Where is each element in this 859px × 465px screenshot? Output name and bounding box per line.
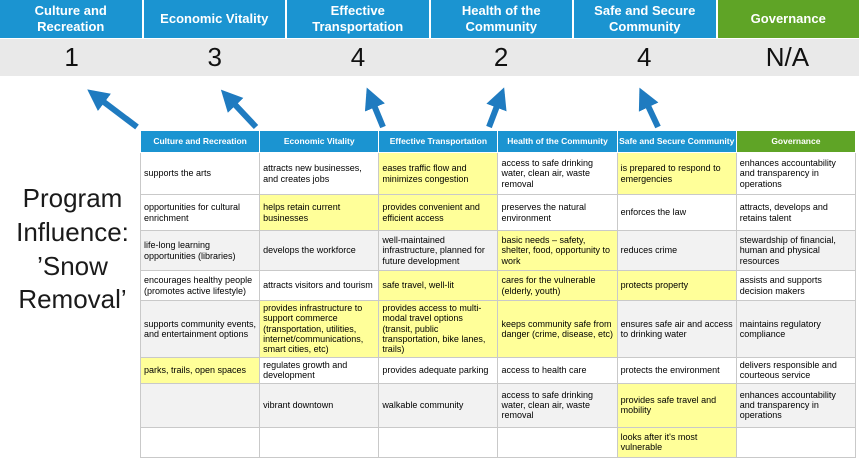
matrix-cell-highlighted: provides infrastructure to support comme… bbox=[259, 300, 380, 358]
matrix-cell: attracts new businesses, and creates job… bbox=[259, 152, 380, 195]
pillar-header-governance: Governance bbox=[717, 0, 859, 38]
arrow-economic-vitality bbox=[220, 89, 259, 130]
matrix-cell: ensures safe air and access to drinking … bbox=[616, 300, 737, 358]
matrix-cell: provides adequate parking bbox=[378, 356, 499, 384]
matrix-cell: access to safe drinking water, clean air… bbox=[497, 152, 618, 195]
arrow-effective-transportation bbox=[364, 87, 386, 129]
matrix-row-8: looks after it's most vulnerable bbox=[139, 426, 857, 458]
arrow-culture-and-recreation bbox=[87, 89, 139, 130]
pillar-header-effective-transportation: Effective Transportation bbox=[287, 0, 431, 38]
pillar-score-culture-and-recreation: 1 bbox=[64, 42, 79, 72]
matrix-cell-highlighted: provides safe travel and mobility bbox=[616, 382, 737, 428]
pillar-header-culture-and-recreation: Culture and Recreation bbox=[0, 0, 144, 38]
program-influence-label: Program Influence: ’Snow Removal’ bbox=[16, 183, 129, 315]
matrix-header-culture-and-recreation: Culture and Recreation bbox=[139, 130, 261, 153]
pillar-header-health-of-the-community: Health of the Community bbox=[430, 0, 574, 38]
matrix-cell: reduces crime bbox=[616, 230, 737, 271]
matrix-cell: vibrant downtown bbox=[259, 382, 380, 428]
matrix-row-1: supports the arts attracts new businesses… bbox=[139, 152, 857, 195]
pillar-score-governance: N/A bbox=[765, 42, 810, 72]
influence-matrix: Culture and Recreation Economic Vitality E… bbox=[139, 130, 857, 458]
pillar-header-safe-and-secure-community: Safe and Secure Community bbox=[574, 0, 718, 38]
matrix-row-6: parks, trails, open spaces regulates grow… bbox=[139, 356, 857, 384]
arrow-safe-and-secure-community bbox=[638, 87, 661, 129]
matrix-cell: stewardship of financial, human and phys… bbox=[735, 230, 857, 271]
matrix-body: supports the arts attracts new businesses… bbox=[139, 152, 857, 458]
matrix-cell: preserves the natural environment bbox=[497, 194, 618, 231]
matrix-row-7: vibrant downtown walkable community access… bbox=[139, 382, 857, 428]
matrix-cell: regulates growth and development bbox=[259, 356, 380, 384]
pillar-score-row: 1 3 4 2 4 N/A bbox=[0, 39, 859, 76]
matrix-cell: encourages healthy people (promotes acti… bbox=[139, 270, 261, 301]
matrix-cell-highlighted: provides convenient and efficient access bbox=[378, 194, 499, 231]
matrix-cell-highlighted: helps retain current businesses bbox=[259, 194, 380, 231]
matrix-cell: develops the workforce bbox=[259, 230, 380, 271]
matrix-cell bbox=[139, 382, 261, 428]
matrix-cell-highlighted: provides access to multi-modal travel op… bbox=[378, 300, 499, 358]
matrix-cell: access to safe drinking water, clean air… bbox=[497, 382, 618, 428]
matrix-cell-highlighted: keeps community safe from danger (crime,… bbox=[497, 300, 618, 358]
matrix-row-4: encourages healthy people (promotes acti… bbox=[139, 270, 857, 301]
matrix-header-safe-and-secure-community: Safe and Secure Community bbox=[616, 130, 737, 153]
matrix-cell: enforces the law bbox=[616, 194, 737, 231]
pillar-header-economic-vitality: Economic Vitality bbox=[143, 0, 287, 38]
matrix-cell-highlighted: looks after it's most vulnerable bbox=[616, 426, 737, 458]
pillar-score-effective-transportation: 4 bbox=[350, 42, 366, 72]
pillar-score-economic-vitality: 3 bbox=[207, 42, 222, 72]
pillar-header-row: Culture and Recreation Economic Vitality E… bbox=[0, 0, 859, 38]
pillar-score-safe-and-secure-community: 4 bbox=[637, 42, 652, 72]
matrix-row-2: opportunities for cultural enrichment hel… bbox=[139, 194, 857, 231]
matrix-cell-highlighted: parks, trails, open spaces bbox=[139, 356, 261, 384]
matrix-cell-highlighted: cares for the vulnerable (elderly, youth… bbox=[497, 270, 618, 301]
matrix-cell: opportunities for cultural enrichment bbox=[139, 194, 261, 231]
matrix-cell-highlighted: basic needs – safety, shelter, food, opp… bbox=[497, 230, 618, 271]
matrix-cell: walkable community bbox=[378, 382, 499, 428]
matrix-cell: well-maintained infrastructure, planned … bbox=[378, 230, 499, 271]
matrix-cell: protects the environment bbox=[616, 356, 737, 384]
matrix-header-governance: Governance bbox=[735, 130, 857, 153]
matrix-cell: supports the arts bbox=[139, 152, 261, 195]
matrix-cell: life-long learning opportunities (librar… bbox=[139, 230, 261, 271]
matrix-cell: supports community events, and entertain… bbox=[139, 300, 261, 358]
matrix-cell-highlighted: is prepared to respond to emergencies bbox=[616, 152, 737, 195]
matrix-cell-highlighted: safe travel, well-lit bbox=[378, 270, 499, 301]
matrix-row-5: supports community events, and entertain… bbox=[139, 300, 857, 358]
matrix-cell bbox=[378, 426, 499, 458]
matrix-cell bbox=[259, 426, 380, 458]
matrix-cell: maintains regulatory compliance bbox=[735, 300, 857, 358]
arrow-health-of-the-community bbox=[486, 87, 507, 129]
matrix-header-health-of-the-community: Health of the Community bbox=[497, 130, 618, 153]
matrix-cell-highlighted: protects property bbox=[616, 270, 737, 301]
pillar-score-health-of-the-community: 2 bbox=[493, 42, 509, 72]
matrix-cell: assists and supports decision makers bbox=[735, 270, 857, 301]
matrix-cell bbox=[497, 426, 618, 458]
matrix-row-3: life-long learning opportunities (librar… bbox=[139, 230, 857, 271]
matrix-cell: attracts, develops and retains talent bbox=[735, 194, 857, 231]
matrix-cell-highlighted: eases traffic flow and minimizes congest… bbox=[378, 152, 499, 195]
matrix-cell bbox=[735, 426, 857, 458]
matrix-header-row: Culture and Recreation Economic Vitality E… bbox=[139, 130, 857, 153]
matrix-cell bbox=[139, 426, 261, 458]
matrix-header-economic-vitality: Economic Vitality bbox=[259, 130, 380, 153]
matrix-header-effective-transportation: Effective Transportation bbox=[378, 130, 499, 153]
matrix-cell: delivers responsible and courteous servi… bbox=[735, 356, 857, 384]
matrix-cell: access to health care bbox=[497, 356, 618, 384]
matrix-cell: enhances accountability and transparency… bbox=[735, 152, 857, 195]
matrix-cell: attracts visitors and tourism bbox=[259, 270, 380, 301]
matrix-cell: enhances accountability and transparency… bbox=[735, 382, 857, 428]
